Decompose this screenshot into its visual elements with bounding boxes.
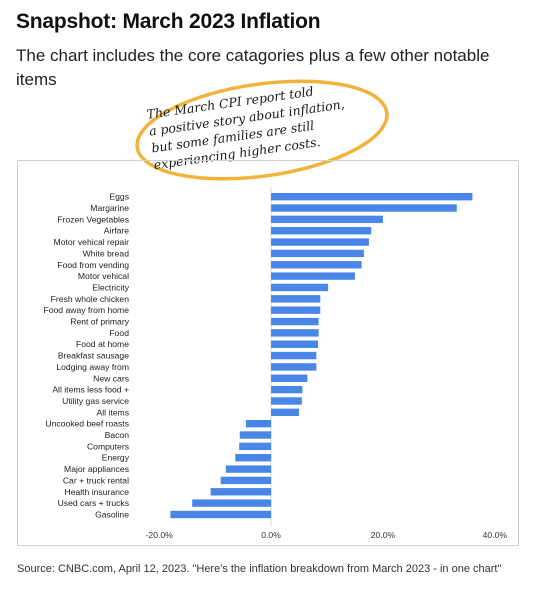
- bar: [239, 442, 272, 451]
- bar: [225, 465, 272, 473]
- category-label: Utility gas service: [62, 396, 129, 406]
- bar: [271, 317, 319, 326]
- annotation-line-3: but some families are still: [150, 118, 315, 156]
- bar: [271, 192, 473, 201]
- bar: [239, 431, 272, 439]
- bar: [271, 351, 317, 360]
- source-note: Source: CNBC.com, April 12, 2023. "Here'…: [17, 563, 502, 575]
- category-label: Frozen Vegetables: [57, 214, 129, 224]
- bar: [271, 261, 362, 269]
- bar: [271, 227, 372, 235]
- category-label: White bread: [83, 248, 130, 258]
- category-label: Motor vehical repair: [54, 237, 130, 247]
- category-label: Food from vending: [57, 260, 129, 270]
- bar: [170, 510, 272, 519]
- bar: [271, 249, 364, 258]
- chart-subtitle: The chart includes the core catagories p…: [16, 46, 490, 89]
- category-label: Food at home: [76, 339, 129, 349]
- bar: [271, 204, 457, 212]
- category-label: Airfare: [104, 226, 130, 236]
- chart-title: Snapshot: March 2023 Inflation: [16, 10, 321, 33]
- category-label: Food: [109, 328, 129, 338]
- bar: [271, 329, 319, 337]
- category-label: All items less food +: [52, 385, 129, 395]
- bar: [271, 374, 308, 382]
- category-label: Rent of primary: [70, 317, 129, 327]
- bar: [245, 419, 272, 428]
- bar: [271, 408, 300, 417]
- x-tick-label: 0.0%: [261, 530, 281, 540]
- category-label: All items: [97, 407, 129, 417]
- category-label: Computers: [87, 441, 129, 451]
- bar: [271, 363, 317, 371]
- category-label: Car + truck rental: [63, 475, 129, 485]
- category-label: New cars: [93, 373, 129, 383]
- x-tick-label: 20.0%: [371, 530, 396, 540]
- bar: [271, 340, 319, 348]
- category-label: Major appliances: [64, 464, 129, 474]
- bar: [235, 454, 272, 462]
- category-label: Gasoline: [95, 509, 129, 519]
- bar: [271, 215, 383, 224]
- category-label: Used cars + trucks: [58, 498, 129, 508]
- bar: [271, 272, 355, 280]
- category-label: Breakfast sausage: [58, 351, 129, 361]
- category-label: Lodging away from: [56, 362, 129, 372]
- bar: [271, 238, 369, 246]
- bar: [271, 306, 321, 314]
- category-label: Uncooked beef roasts: [45, 419, 129, 429]
- bar: [192, 499, 272, 507]
- category-label: Electricity: [92, 282, 129, 292]
- bar: [271, 397, 302, 405]
- category-label: Motor vehical: [78, 271, 129, 281]
- category-label: Energy: [102, 453, 130, 463]
- annotation-line-2: a positive story about inflation,: [148, 96, 345, 138]
- bar: [271, 385, 303, 394]
- category-label: Health insurance: [65, 487, 130, 497]
- category-label: Eggs: [109, 192, 129, 202]
- bar: [271, 283, 329, 292]
- category-label: Bacon: [105, 430, 130, 440]
- category-label: Margarine: [90, 203, 129, 213]
- chart-frame: Eggs Margarine Frozen Vegetables Airfare Mot…: [17, 160, 519, 546]
- x-tick-label: -20.0%: [146, 530, 174, 540]
- x-tick-label: 40.0%: [483, 530, 508, 540]
- category-label: Fresh whole chicken: [51, 294, 130, 304]
- bar: [271, 295, 321, 303]
- bar: [220, 476, 272, 485]
- bar: [210, 488, 272, 496]
- category-label: Food away from home: [44, 305, 130, 315]
